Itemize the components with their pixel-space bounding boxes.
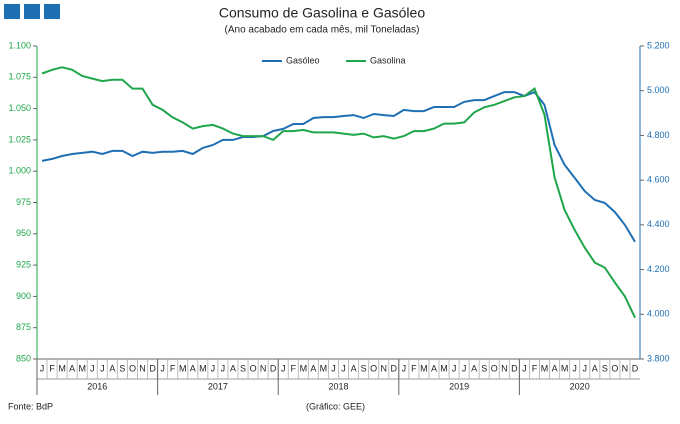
x-tick-label: M xyxy=(199,363,207,373)
year-label: 2016 xyxy=(87,381,107,391)
x-tick-label: A xyxy=(69,363,75,373)
x-tick-label: N xyxy=(260,363,267,373)
y-tick-label: 975 xyxy=(16,197,31,207)
y-tick-label: 875 xyxy=(16,322,31,332)
logo-square xyxy=(24,4,40,19)
year-label: 2020 xyxy=(570,381,590,391)
x-tick-label: J xyxy=(582,363,587,373)
x-tick-label: S xyxy=(119,363,125,373)
x-tick-label: J xyxy=(90,363,95,373)
x-tick-label: J xyxy=(160,363,165,373)
y-tick-label: 950 xyxy=(16,228,31,238)
x-tick-label: J xyxy=(281,363,286,373)
y-tick-label: 850 xyxy=(16,353,31,363)
y-tick-label: 925 xyxy=(16,259,31,269)
x-tick-label: F xyxy=(170,363,176,373)
x-tick-label: S xyxy=(481,363,487,373)
x-tick-label: S xyxy=(602,363,608,373)
x-tick-label: F xyxy=(49,363,55,373)
x-tick-label: J xyxy=(452,363,457,373)
x-tick-label: J xyxy=(211,363,216,373)
year-label: 2019 xyxy=(449,381,469,391)
x-tick-label: M xyxy=(320,363,328,373)
y2-tick-label: 4.200 xyxy=(647,264,670,274)
x-tick-label: N xyxy=(139,363,146,373)
x-tick-label: S xyxy=(361,363,367,373)
x-tick-label: J xyxy=(572,363,577,373)
x-tick-label: M xyxy=(440,363,448,373)
x-tick-label: O xyxy=(491,363,498,373)
series-line xyxy=(41,66,636,319)
y2-tick-label: 4.600 xyxy=(647,175,670,185)
credit: (Gráfico: GEE) xyxy=(306,401,365,411)
x-tick-label: J xyxy=(341,363,346,373)
x-tick-label: O xyxy=(129,363,136,373)
x-tick-label: J xyxy=(462,363,467,373)
x-tick-label: A xyxy=(592,363,598,373)
x-tick-label: O xyxy=(250,363,257,373)
x-tick-label: N xyxy=(622,363,629,373)
y-tick-label: 1.075 xyxy=(8,72,31,82)
x-tick-label: M xyxy=(300,363,308,373)
y2-tick-label: 3.800 xyxy=(647,353,670,363)
x-tick-label: M xyxy=(561,363,569,373)
y2-tick-label: 5.000 xyxy=(647,85,670,95)
y-tick-label: 1.100 xyxy=(8,40,31,50)
x-tick-label: A xyxy=(351,363,357,373)
year-label: 2017 xyxy=(208,381,228,391)
x-tick-label: D xyxy=(149,363,156,373)
x-tick-label: N xyxy=(380,363,387,373)
y2-tick-label: 4.400 xyxy=(647,219,670,229)
x-tick-label: A xyxy=(310,363,316,373)
year-label: 2018 xyxy=(328,381,348,391)
x-tick-label: A xyxy=(471,363,477,373)
x-tick-label: J xyxy=(100,363,105,373)
x-tick-label: F xyxy=(411,363,417,373)
x-tick-label: O xyxy=(611,363,618,373)
x-tick-label: F xyxy=(291,363,297,373)
logo-square xyxy=(4,4,20,19)
x-tick-label: M xyxy=(541,363,549,373)
y2-tick-label: 5.200 xyxy=(647,40,670,50)
x-tick-label: M xyxy=(179,363,187,373)
y-tick-label: 1.050 xyxy=(8,103,31,113)
chart-title: Consumo de Gasolina e Gasóleo xyxy=(219,5,425,21)
x-tick-label: S xyxy=(240,363,246,373)
logo-square xyxy=(44,4,60,19)
x-tick-label: D xyxy=(632,363,639,373)
x-tick-label: D xyxy=(270,363,277,373)
x-tick-label: F xyxy=(532,363,538,373)
x-tick-label: A xyxy=(552,363,558,373)
series-line xyxy=(41,90,636,243)
y2-tick-label: 4.800 xyxy=(647,130,670,140)
y-tick-label: 900 xyxy=(16,291,31,301)
x-tick-label: A xyxy=(190,363,196,373)
legend-label: Gasolina xyxy=(370,55,406,65)
x-tick-label: A xyxy=(109,363,115,373)
x-tick-label: M xyxy=(78,363,86,373)
x-tick-label: M xyxy=(420,363,428,373)
y-tick-label: 1.000 xyxy=(8,166,31,176)
y2-tick-label: 4.000 xyxy=(647,309,670,319)
legend-label: Gasóleo xyxy=(286,55,320,65)
chart-subtitle: (Ano acabado em cada mês, mil Toneladas) xyxy=(225,25,420,36)
x-tick-label: A xyxy=(230,363,236,373)
x-tick-label: M xyxy=(58,363,66,373)
y-tick-label: 1.025 xyxy=(8,134,31,144)
x-tick-label: J xyxy=(522,363,527,373)
x-tick-label: N xyxy=(501,363,508,373)
source: Fonte: BdP xyxy=(8,401,53,411)
x-tick-label: J xyxy=(221,363,226,373)
x-tick-label: A xyxy=(431,363,437,373)
x-tick-label: J xyxy=(402,363,407,373)
x-tick-label: D xyxy=(391,363,398,373)
x-tick-label: J xyxy=(331,363,336,373)
x-tick-label: J xyxy=(40,363,45,373)
x-tick-label: D xyxy=(511,363,518,373)
x-tick-label: O xyxy=(370,363,377,373)
